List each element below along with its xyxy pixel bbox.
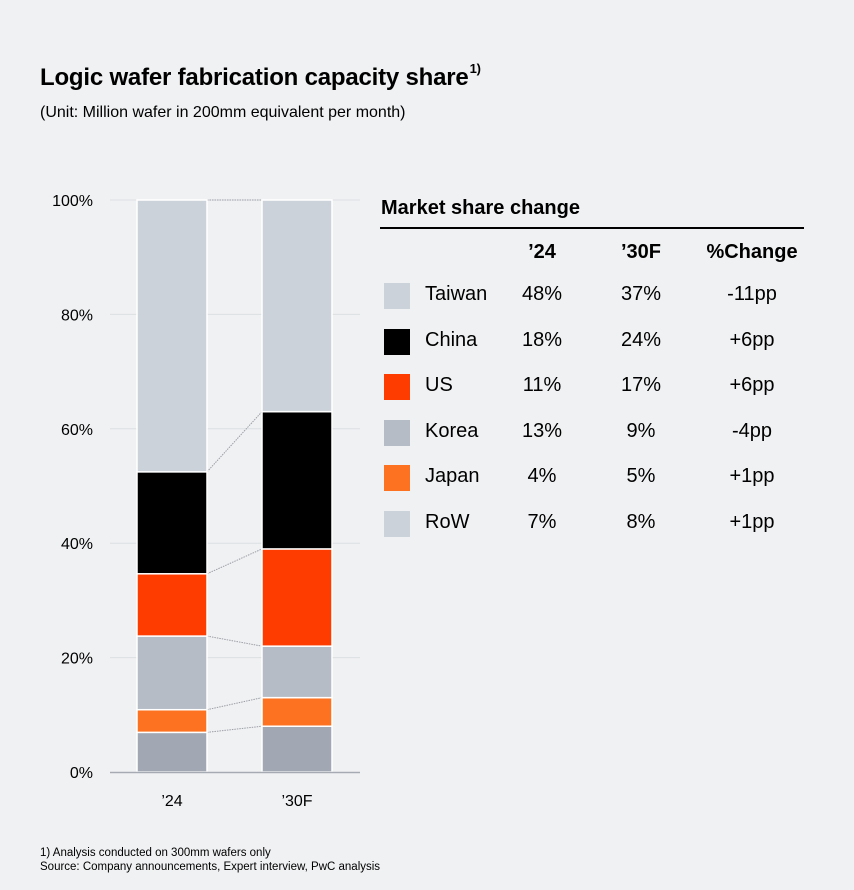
bar-segment-japan-0 [136, 708, 208, 734]
bar-segment-taiwan-1 [261, 199, 333, 413]
region-name: Taiwan [425, 283, 488, 305]
legend-swatch [384, 374, 410, 400]
connector-china [206, 411, 263, 473]
chart-title: Logic wafer fabrication capacity share1) [40, 61, 481, 92]
legend-swatch [384, 283, 410, 309]
y-tick-label: 100% [52, 193, 93, 210]
chart-title-text: Logic wafer fabrication capacity share [40, 64, 469, 91]
share-2024: 7% [527, 510, 557, 533]
region-name: China [425, 328, 478, 351]
bar-segment-us-1 [261, 548, 333, 647]
connector-us [206, 548, 263, 575]
share-change: +1pp [729, 510, 775, 533]
share-2030f: 37% [620, 283, 662, 305]
x-tick-label: ’30F [281, 793, 312, 810]
share-change: +6pp [729, 328, 775, 351]
share-2030f: 5% [626, 465, 656, 487]
header-2030f: ’30F [620, 241, 662, 263]
share-2024: 48% [521, 283, 563, 305]
share-2024: 11% [522, 374, 562, 396]
connector-lines [206, 199, 263, 733]
share-change: +6pp [729, 374, 775, 396]
header-2024: ’24 [528, 241, 556, 263]
region-name: US [425, 374, 453, 396]
share-2030f: 9% [626, 419, 656, 442]
bar-segment-row-0 [136, 731, 208, 773]
bar-segment-us-0 [136, 573, 208, 637]
bar-segment-china-1 [261, 410, 333, 550]
table-title: Market share change [380, 193, 804, 229]
bars [136, 199, 333, 773]
y-tick-label: 80% [61, 307, 93, 324]
y-tick-label: 60% [61, 422, 93, 439]
share-2024: 18% [521, 328, 563, 351]
connector-row [206, 725, 263, 733]
bar-segment-row-1 [261, 725, 333, 773]
connector-korea [206, 635, 263, 647]
header-change: %Change [706, 241, 798, 263]
y-tick-label: 20% [61, 651, 93, 668]
footnotes: 1) Analysis conducted on 300mm wafers on… [40, 846, 380, 874]
share-change: -11pp [727, 283, 777, 305]
region-name: Korea [425, 419, 479, 442]
table-row: Korea 13% 9% -4pp [380, 412, 804, 458]
bar-segment-japan-1 [261, 696, 333, 727]
bar-segment-china-0 [136, 471, 208, 575]
title-footnote-marker: 1) [469, 61, 481, 76]
y-axis-ticks: 0% 20% 40% 60% 80% 100% [52, 193, 93, 782]
share-2030f: 17% [620, 374, 662, 396]
share-2024: 13% [521, 419, 563, 442]
y-tick-label: 0% [70, 765, 93, 782]
share-2030f: 8% [626, 510, 656, 533]
region-name: Japan [425, 465, 480, 487]
chart-subtitle: (Unit: Million wafer in 200mm equivalent… [40, 104, 406, 121]
table-row: US 11% 17% +6pp [380, 366, 804, 412]
connector-japan [206, 697, 263, 711]
region-name: RoW [425, 510, 470, 533]
legend-swatch [384, 510, 410, 537]
bar-segment-korea-0 [136, 635, 208, 711]
x-axis-ticks: ’24 ’30F [161, 793, 312, 810]
legend-swatch [384, 465, 410, 491]
share-change: +1pp [729, 465, 775, 487]
bar-segment-korea-1 [261, 645, 333, 699]
share-2030f: 24% [620, 328, 662, 351]
table-row: China 18% 24% +6pp [380, 321, 804, 367]
table-row: Japan 4% 5% +1pp [380, 457, 804, 503]
footnote-1: 1) Analysis conducted on 300mm wafers on… [40, 847, 271, 859]
legend-swatch [384, 328, 410, 355]
source-note: Source: Company announcements, Expert in… [40, 861, 381, 873]
share-2024: 4% [527, 465, 557, 487]
bar-segment-taiwan-0 [136, 199, 208, 473]
table-row: RoW 7% 8% +1pp [380, 503, 804, 549]
y-tick-label: 40% [61, 536, 93, 553]
table-row: Taiwan 48% 37% -11pp [380, 275, 804, 321]
x-tick-label: ’24 [161, 793, 182, 810]
table-header: ’24 ’30F %Change [380, 229, 804, 275]
legend-swatch [384, 419, 410, 446]
share-change: -4pp [731, 419, 773, 442]
market-share-table: Market share change ’24 ’30F %Change Tai… [380, 193, 804, 548]
